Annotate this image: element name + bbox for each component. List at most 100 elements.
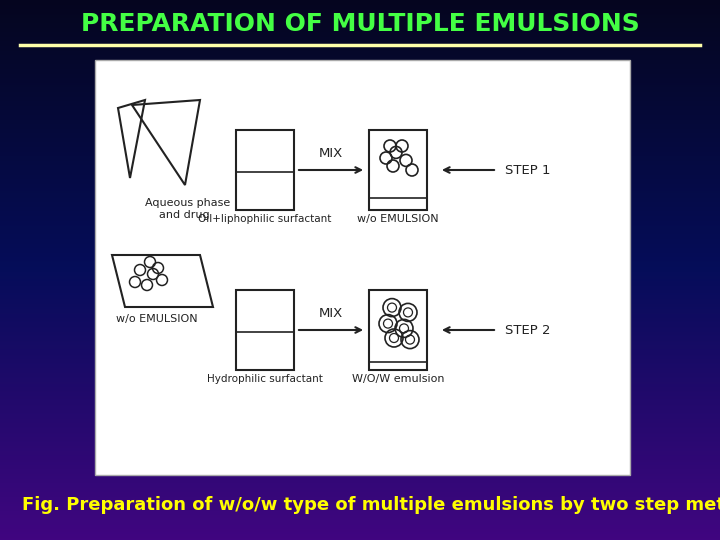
Bar: [0, 25, 720, 26]
Bar: [0, 293, 720, 294]
Bar: [0, 131, 720, 132]
Bar: [0, 51, 720, 52]
Bar: [0, 4, 720, 5]
Bar: [0, 11, 720, 12]
Bar: [0, 205, 720, 206]
Bar: [0, 250, 720, 251]
Bar: [0, 245, 720, 246]
Bar: [0, 134, 720, 135]
Bar: [0, 532, 720, 533]
Bar: [0, 183, 720, 184]
Bar: [0, 463, 720, 464]
Bar: [0, 141, 720, 142]
Bar: [0, 465, 720, 466]
Bar: [0, 326, 720, 327]
Text: W/O/W emulsion: W/O/W emulsion: [352, 374, 444, 384]
Bar: [0, 251, 720, 252]
Bar: [0, 320, 720, 321]
Bar: [0, 62, 720, 63]
Bar: [0, 0, 720, 1]
Bar: [0, 204, 720, 205]
Bar: [0, 29, 720, 30]
Bar: [0, 367, 720, 368]
Bar: [0, 267, 720, 268]
Bar: [0, 32, 720, 33]
Bar: [0, 429, 720, 430]
Bar: [0, 341, 720, 342]
Bar: [0, 166, 720, 167]
Bar: [0, 294, 720, 295]
Bar: [0, 522, 720, 523]
Bar: [0, 530, 720, 531]
Bar: [0, 88, 720, 89]
Bar: [0, 317, 720, 318]
Bar: [0, 20, 720, 21]
Bar: [0, 77, 720, 78]
Bar: [0, 460, 720, 461]
Bar: [0, 208, 720, 209]
Bar: [0, 7, 720, 8]
Bar: [0, 316, 720, 317]
Bar: [0, 366, 720, 367]
Bar: [0, 458, 720, 459]
Bar: [0, 225, 720, 226]
Bar: [0, 405, 720, 406]
Bar: [0, 438, 720, 439]
Bar: [0, 165, 720, 166]
Bar: [0, 259, 720, 260]
Bar: [0, 101, 720, 102]
Bar: [0, 310, 720, 311]
Bar: [0, 519, 720, 520]
Bar: [0, 527, 720, 528]
Bar: [0, 462, 720, 463]
Bar: [0, 382, 720, 383]
Bar: [0, 371, 720, 372]
Bar: [0, 330, 720, 331]
Bar: [0, 500, 720, 501]
Bar: [0, 383, 720, 384]
Bar: [0, 390, 720, 391]
Bar: [0, 46, 720, 47]
Bar: [0, 219, 720, 220]
Text: w/o EMULSION: w/o EMULSION: [116, 314, 198, 324]
Bar: [0, 260, 720, 261]
Bar: [0, 2, 720, 3]
Bar: [0, 50, 720, 51]
Bar: [0, 75, 720, 76]
Bar: [0, 139, 720, 140]
Bar: [0, 211, 720, 212]
Bar: [0, 171, 720, 172]
Bar: [0, 420, 720, 421]
Bar: [0, 486, 720, 487]
Bar: [0, 474, 720, 475]
Bar: [0, 311, 720, 312]
Bar: [0, 161, 720, 162]
Bar: [0, 535, 720, 536]
Bar: [0, 144, 720, 145]
Bar: [0, 471, 720, 472]
Bar: [0, 68, 720, 69]
Bar: [0, 156, 720, 157]
Bar: [0, 477, 720, 478]
Bar: [0, 22, 720, 23]
Bar: [0, 351, 720, 352]
Bar: [0, 508, 720, 509]
Bar: [0, 325, 720, 326]
Bar: [0, 110, 720, 111]
Bar: [0, 476, 720, 477]
Bar: [0, 145, 720, 146]
Bar: [0, 26, 720, 27]
Bar: [0, 24, 720, 25]
Bar: [0, 415, 720, 416]
Bar: [0, 276, 720, 277]
Bar: [0, 335, 720, 336]
Bar: [0, 118, 720, 119]
Bar: [0, 445, 720, 446]
Bar: [0, 534, 720, 535]
Bar: [0, 352, 720, 353]
Bar: [0, 513, 720, 514]
Bar: [0, 98, 720, 99]
Bar: [0, 497, 720, 498]
Bar: [0, 41, 720, 42]
Bar: [0, 537, 720, 538]
